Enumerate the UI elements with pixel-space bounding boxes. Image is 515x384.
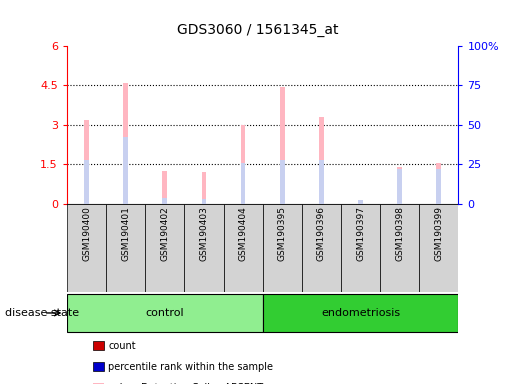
Bar — [358, 200, 363, 204]
Text: percentile rank within the sample: percentile rank within the sample — [108, 362, 273, 372]
Text: count: count — [108, 341, 136, 351]
Bar — [224, 204, 263, 292]
Bar — [263, 294, 458, 332]
Text: disease state: disease state — [5, 308, 79, 318]
Text: GDS3060 / 1561345_at: GDS3060 / 1561345_at — [177, 23, 338, 37]
Bar — [162, 171, 167, 204]
Text: GSM190404: GSM190404 — [238, 206, 248, 261]
Bar — [201, 172, 207, 204]
Bar — [436, 163, 441, 204]
Bar — [341, 204, 380, 292]
Bar — [280, 160, 285, 204]
Bar — [397, 169, 402, 204]
Text: GSM190399: GSM190399 — [434, 206, 443, 261]
Bar — [123, 83, 128, 204]
Text: GSM190396: GSM190396 — [317, 206, 326, 261]
Bar — [280, 87, 285, 204]
Text: GSM190403: GSM190403 — [199, 206, 209, 261]
Bar — [380, 204, 419, 292]
Bar — [319, 117, 324, 204]
Text: GSM190401: GSM190401 — [121, 206, 130, 261]
Bar — [123, 137, 128, 204]
Bar — [184, 204, 224, 292]
Text: GSM190402: GSM190402 — [160, 206, 169, 261]
Bar — [201, 199, 207, 204]
Bar — [302, 204, 341, 292]
Text: GSM190397: GSM190397 — [356, 206, 365, 261]
Bar — [84, 119, 89, 204]
Bar — [436, 169, 441, 204]
Text: GSM190398: GSM190398 — [395, 206, 404, 261]
Bar — [67, 204, 106, 292]
Text: value, Detection Call = ABSENT: value, Detection Call = ABSENT — [108, 383, 263, 384]
Text: GSM190400: GSM190400 — [82, 206, 91, 261]
Bar — [397, 167, 402, 204]
Text: GSM190395: GSM190395 — [278, 206, 287, 261]
Bar — [145, 204, 184, 292]
Bar — [162, 198, 167, 204]
Bar — [84, 160, 89, 204]
Bar — [106, 204, 145, 292]
Bar — [241, 163, 246, 204]
Bar — [419, 204, 458, 292]
Bar — [263, 204, 302, 292]
Bar — [358, 200, 363, 204]
Text: control: control — [146, 308, 184, 318]
Bar — [67, 294, 263, 332]
Bar — [319, 160, 324, 204]
Text: endometriosis: endometriosis — [321, 308, 400, 318]
Bar — [241, 125, 246, 204]
